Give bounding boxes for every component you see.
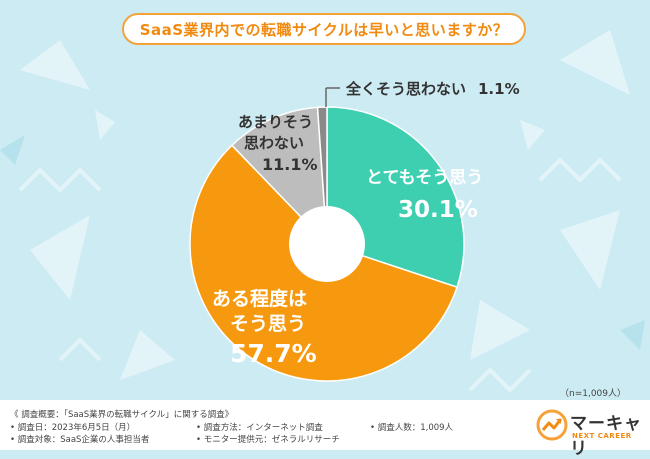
survey-count: • 調査人数：1,009人: [370, 423, 454, 433]
label-s2-line2: 思わない: [244, 134, 304, 152]
survey-overview: 《 調査概要：「SaaS業界の転職サイクル」に関する調査》: [10, 410, 234, 420]
label-s0-name: とてもそう思う: [366, 168, 483, 188]
survey-date: • 調査日：2023年6月5日（月）: [10, 423, 136, 433]
survey-target: • 調査対象：SaaS企業の人事担当者: [10, 435, 150, 445]
sample-size: （n=1,009人）: [560, 389, 627, 399]
survey-method: • 調査方法：インターネット調査: [196, 423, 323, 433]
chart-title: SaaS業界内での転職サイクルは早いと思いますか？: [122, 13, 526, 45]
label-s3-value: 1.1%: [478, 80, 520, 98]
label-s1-line1: ある程度は: [212, 287, 307, 310]
label-s2-value: 11.1%: [262, 155, 318, 174]
logo-sub: NEXT CAREER: [572, 432, 632, 440]
logo: マーキャリ NEXT CAREER: [536, 409, 646, 459]
survey-provider: • モニター提供元：ゼネラルリサーチ: [196, 435, 340, 445]
donut-hole: [289, 206, 365, 282]
footer: 《 調査概要：「SaaS業界の転職サイクル」に関する調査》 • 調査日：2023…: [0, 400, 650, 450]
label-s3-name: 全くそう思わない: [345, 80, 466, 98]
label-s2-line1: あまりそう: [238, 113, 313, 131]
pie-slice-2: [230, 106, 328, 247]
label-s1-line2: そう思う: [230, 313, 306, 335]
chart-arrow-icon: [536, 409, 568, 441]
label-s0-value: 30.1%: [398, 197, 478, 223]
label-s1-value: 57.7%: [230, 339, 317, 368]
donut-chart: 全くそう思わない 1.1% あまりそう 思わない 11.1% とてもそう思う 3…: [189, 80, 520, 382]
